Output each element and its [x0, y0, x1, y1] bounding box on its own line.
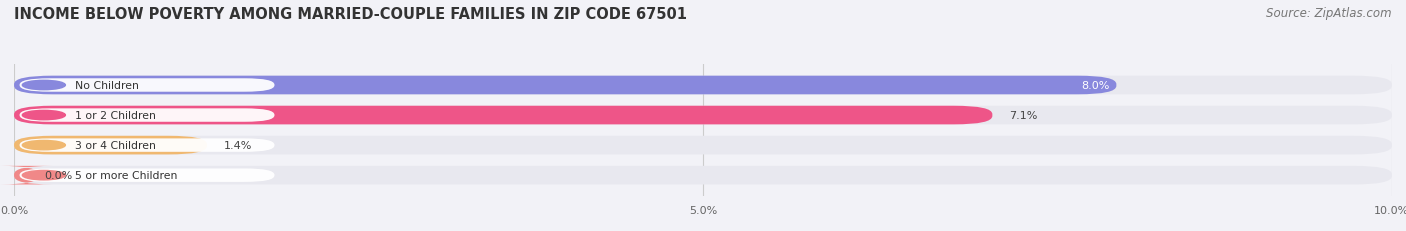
FancyBboxPatch shape [14, 136, 207, 155]
Text: 1 or 2 Children: 1 or 2 Children [75, 111, 156, 121]
Text: 7.1%: 7.1% [1010, 111, 1038, 121]
FancyBboxPatch shape [14, 76, 1392, 95]
Circle shape [22, 171, 66, 180]
FancyBboxPatch shape [20, 169, 274, 182]
FancyBboxPatch shape [20, 139, 274, 152]
Circle shape [22, 111, 66, 120]
Text: 8.0%: 8.0% [1081, 81, 1109, 91]
Text: 5 or more Children: 5 or more Children [75, 170, 177, 180]
FancyBboxPatch shape [20, 109, 274, 122]
FancyBboxPatch shape [14, 106, 1392, 125]
Text: No Children: No Children [75, 81, 139, 91]
FancyBboxPatch shape [14, 136, 1392, 155]
FancyBboxPatch shape [20, 79, 274, 92]
FancyBboxPatch shape [14, 106, 993, 125]
FancyBboxPatch shape [14, 76, 1116, 95]
FancyBboxPatch shape [0, 166, 52, 185]
FancyBboxPatch shape [14, 166, 1392, 185]
Circle shape [22, 81, 66, 90]
Text: 0.0%: 0.0% [45, 170, 73, 180]
Circle shape [22, 141, 66, 150]
Text: Source: ZipAtlas.com: Source: ZipAtlas.com [1267, 7, 1392, 20]
Text: 1.4%: 1.4% [224, 140, 252, 150]
Text: 3 or 4 Children: 3 or 4 Children [75, 140, 156, 150]
Text: INCOME BELOW POVERTY AMONG MARRIED-COUPLE FAMILIES IN ZIP CODE 67501: INCOME BELOW POVERTY AMONG MARRIED-COUPL… [14, 7, 688, 22]
